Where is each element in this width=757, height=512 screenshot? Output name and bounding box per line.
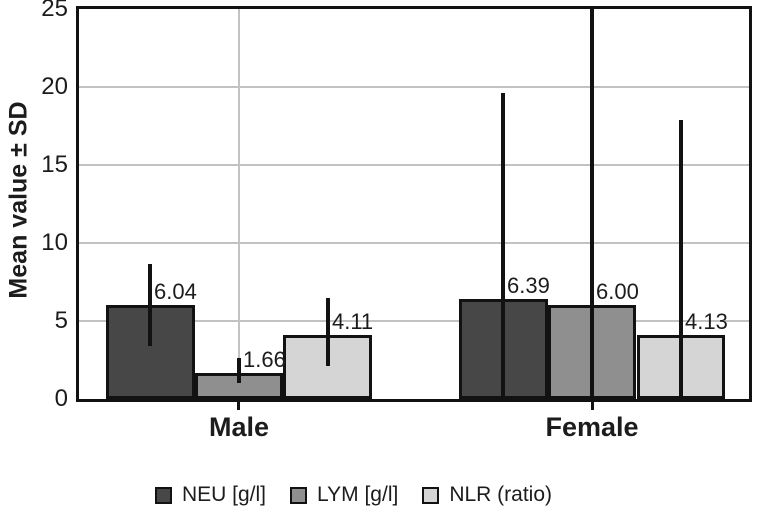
y-tick-label: 25 — [41, 0, 68, 22]
category-label-female: Female — [545, 412, 639, 442]
legend: NEU [g/l] LYM [g/l] NLR (ratio) — [0, 483, 707, 507]
legend-label-lym: LYM [g/l] — [317, 483, 399, 506]
value-label-male-nlr: 4.11 — [331, 308, 374, 334]
legend-swatch-neu — [154, 486, 172, 504]
legend-item-nlr: NLR (ratio) — [422, 483, 552, 507]
legend-label-neu: NEU [g/l] — [181, 483, 267, 506]
error-bar-female-lym — [590, 9, 595, 399]
horizontal-gridline — [79, 164, 749, 166]
value-label-female-nlr: 4.13 — [684, 308, 728, 334]
legend-label-nlr: NLR (ratio) — [449, 483, 553, 506]
error-bar-male-neu — [148, 264, 153, 346]
legend-item-lym: LYM [g/l] — [290, 483, 398, 507]
error-bar-male-lym — [236, 357, 241, 384]
legend-swatch-nlr — [422, 486, 440, 504]
category-label-male: Male — [208, 412, 269, 442]
horizontal-gridline — [79, 242, 749, 244]
y-tick-label: 0 — [54, 385, 68, 412]
y-axis-title: Mean value ± SD — [4, 101, 33, 299]
horizontal-gridline — [79, 86, 749, 88]
legend-item-neu: NEU [g/l] — [154, 483, 267, 507]
x-tick — [237, 402, 241, 410]
plot-area: 6.04 1.66 4.11 6.39 6.00 4.13 — [76, 6, 752, 402]
vertical-gridline — [237, 9, 240, 399]
x-tick — [590, 402, 594, 410]
value-label-female-neu: 6.39 — [507, 273, 550, 299]
y-tick-label: 20 — [41, 73, 68, 100]
y-tick-label: 10 — [41, 229, 68, 256]
error-bar-female-nlr — [678, 119, 683, 399]
value-label-female-lym: 6.00 — [596, 279, 639, 305]
y-tick-label: 5 — [54, 307, 68, 334]
horizontal-gridline — [79, 320, 749, 322]
value-label-male-lym: 1.66 — [242, 347, 286, 373]
legend-swatch-lym — [290, 486, 308, 504]
y-tick-label: 15 — [41, 151, 68, 178]
value-label-male-neu: 6.04 — [154, 278, 197, 304]
error-bar-male-nlr — [325, 297, 330, 367]
error-bar-female-neu — [501, 93, 506, 399]
